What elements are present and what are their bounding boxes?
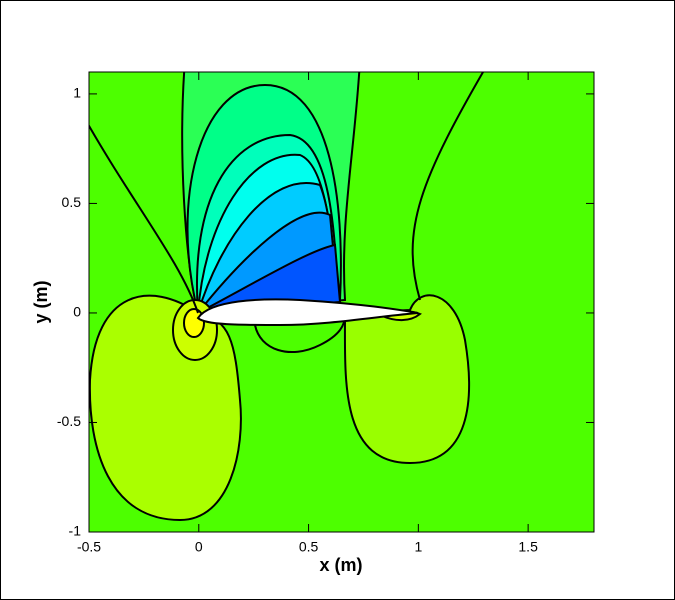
x-tick-label: 0.5 [299, 539, 319, 555]
contour-field [89, 72, 594, 532]
plot-frame [88, 71, 595, 533]
y-tick-label: 0.5 [62, 194, 82, 210]
y-tick-label: 1 [73, 85, 81, 101]
x-tick-label: 1.5 [518, 539, 538, 555]
y-tick-label: -1 [69, 523, 82, 539]
y-tick-label: 0 [73, 304, 81, 320]
x-tick-label: 0 [195, 539, 203, 555]
y-axis-label: y (m) [31, 280, 51, 323]
x-tick-label: -0.5 [77, 539, 101, 555]
x-axis-label: x (m) [319, 555, 362, 575]
x-tick-label: 1 [414, 539, 422, 555]
y-tick-label: -0.5 [57, 413, 81, 429]
